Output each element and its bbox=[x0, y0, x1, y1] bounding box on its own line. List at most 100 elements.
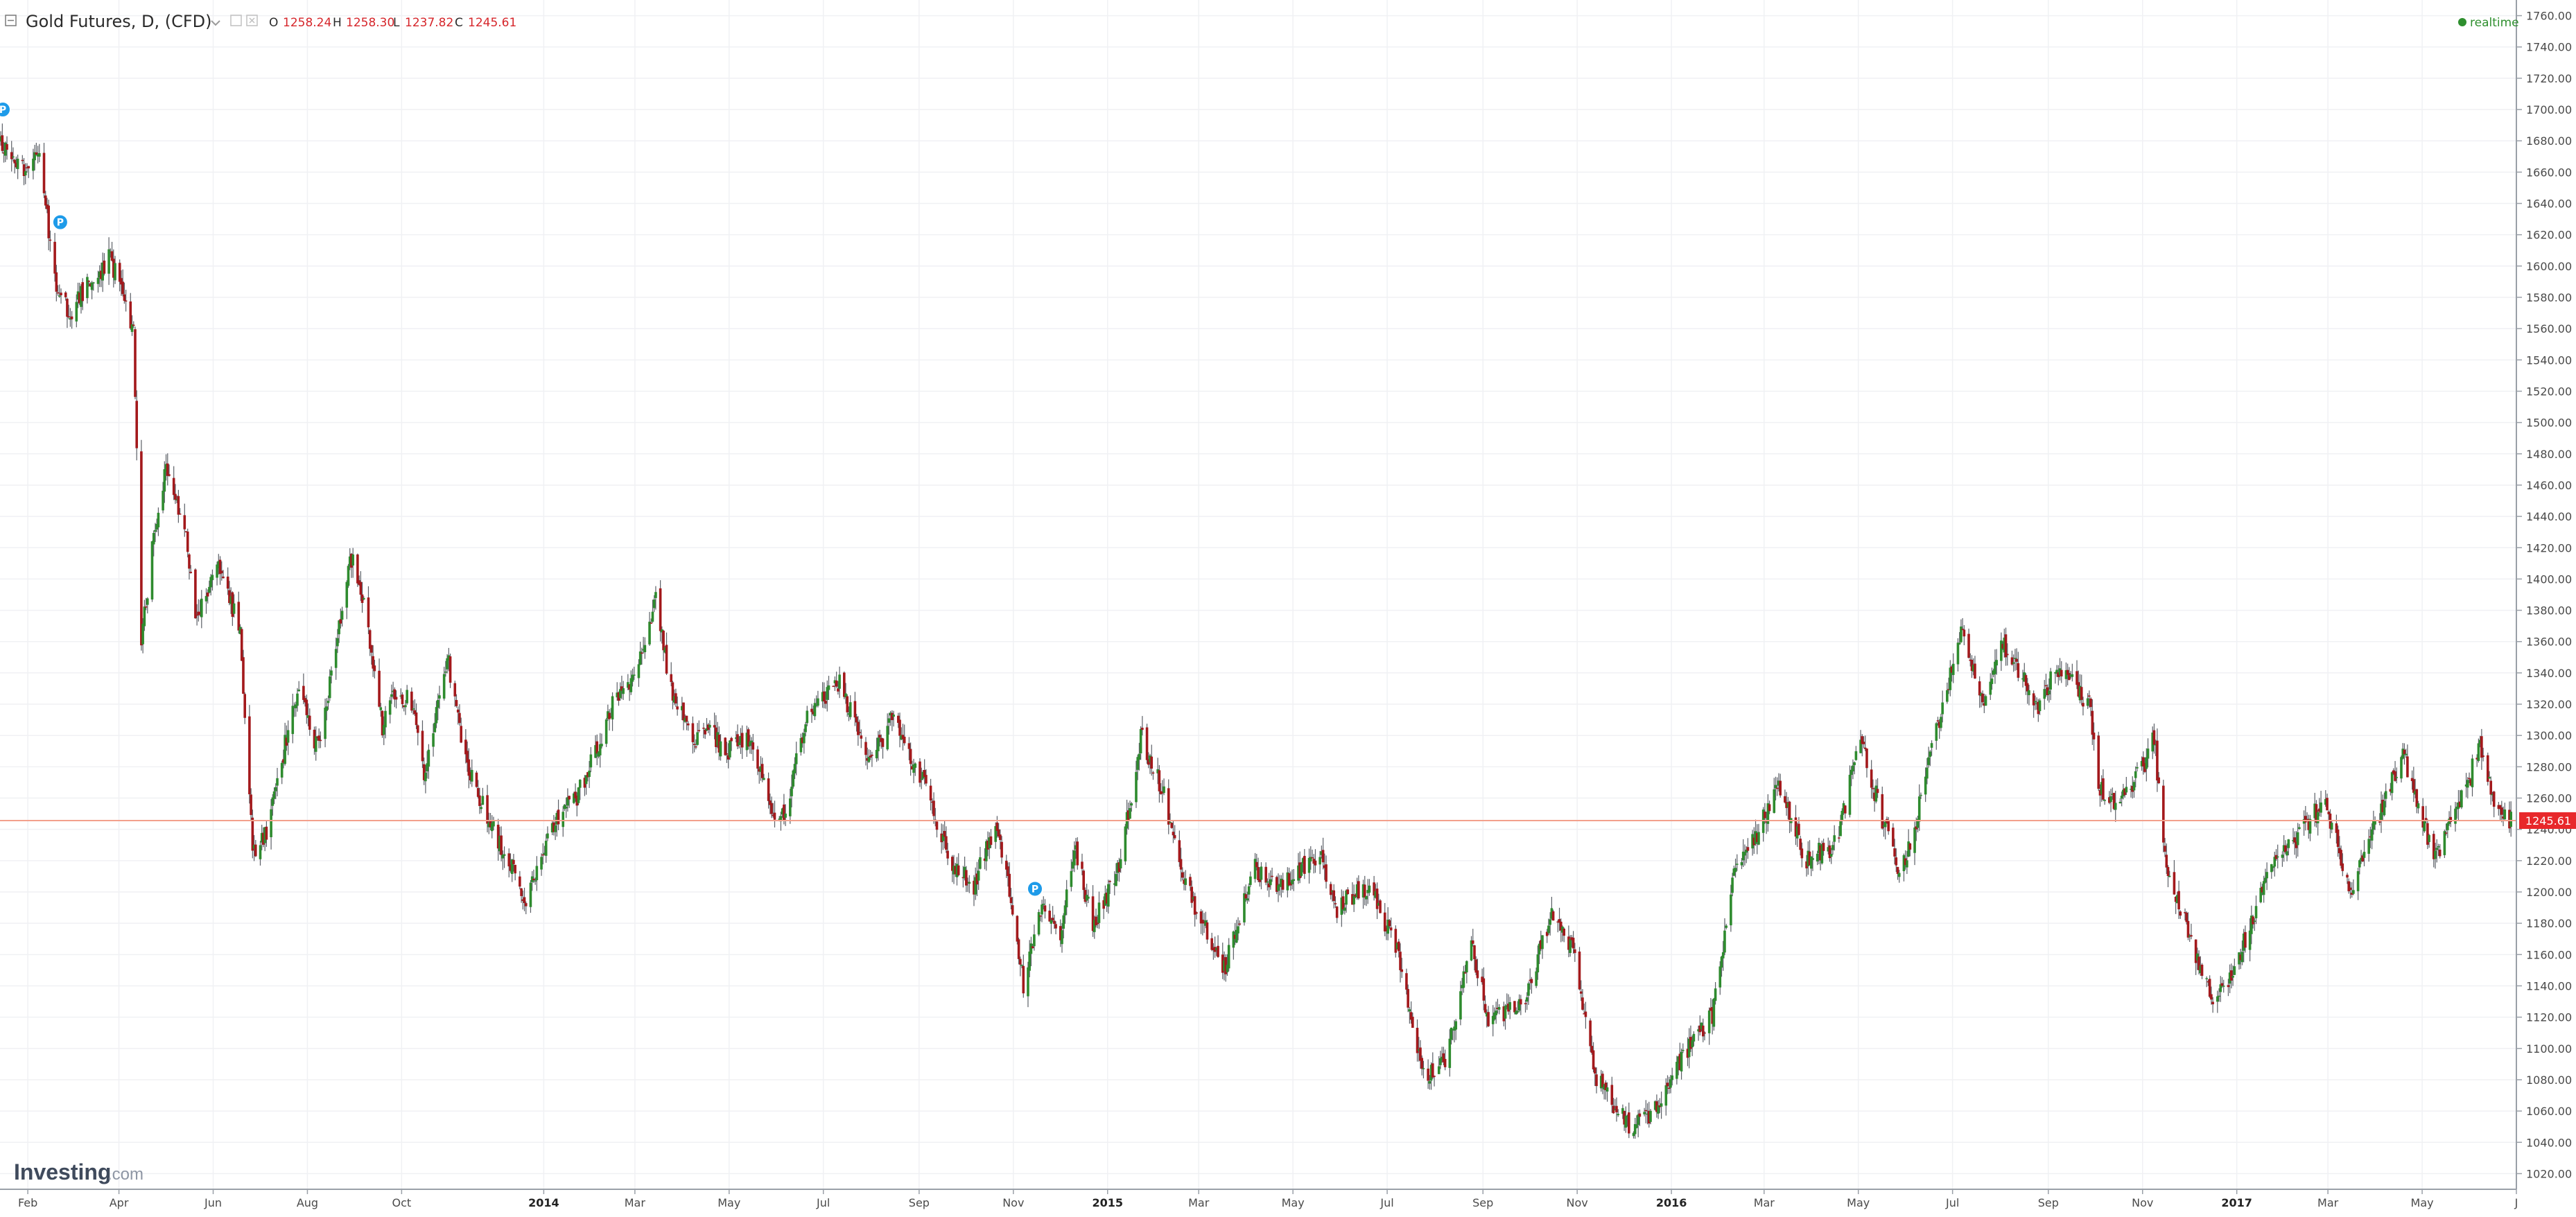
chart-title[interactable]: Gold Futures, D, (CFD) bbox=[26, 12, 212, 31]
candle-body-up bbox=[2313, 803, 2316, 818]
chevron-down-icon[interactable] bbox=[211, 20, 220, 26]
candle-body-down bbox=[931, 801, 934, 803]
event-marker[interactable] bbox=[0, 101, 11, 119]
candle-body-up bbox=[1951, 663, 1955, 675]
candle-body-down bbox=[1970, 660, 1974, 671]
candle-body-up bbox=[1984, 696, 1987, 706]
y-tick-label: 1560.00 bbox=[2526, 322, 2572, 335]
candle-body-up bbox=[280, 762, 284, 778]
candle-body-up bbox=[1626, 1115, 1629, 1117]
candle-body-up bbox=[1269, 879, 1272, 886]
candle-body-up bbox=[76, 291, 80, 300]
candle-body-down bbox=[1947, 689, 1950, 690]
price-axis[interactable]: 1020.00 1040.00 1060.00 1080.00 1100.00 1120.… bbox=[2516, 10, 2572, 1181]
candle-body-down bbox=[675, 693, 677, 704]
candle-body-up bbox=[1097, 902, 1101, 923]
candle-body-down bbox=[123, 294, 126, 301]
candle-body-down bbox=[2274, 855, 2278, 859]
candle-body-down bbox=[316, 737, 319, 738]
candle-body-up bbox=[1687, 1038, 1691, 1058]
x-tick-label: 2016 bbox=[1656, 1196, 1687, 1209]
candle-body-down bbox=[2157, 777, 2160, 784]
candle-body-down bbox=[1341, 896, 1345, 910]
candle-body-up bbox=[1660, 1103, 1663, 1107]
settings-icon[interactable] bbox=[230, 15, 242, 26]
candle-body-up bbox=[2054, 672, 2057, 674]
candle-body-down bbox=[860, 735, 863, 739]
candle-body-up bbox=[2248, 930, 2252, 950]
candle-body-up bbox=[503, 854, 506, 856]
candle-body-down bbox=[21, 159, 24, 161]
candle-body-down bbox=[2438, 849, 2442, 857]
event-marker[interactable] bbox=[1027, 880, 1044, 898]
candle-body-up bbox=[887, 718, 891, 723]
candle-body-down bbox=[2075, 671, 2078, 685]
event-markers[interactable]: P P P bbox=[0, 101, 1044, 898]
candle-body-up bbox=[348, 556, 351, 567]
candle-body-up bbox=[2292, 840, 2295, 841]
candle-body-up bbox=[1428, 1081, 1431, 1084]
candle-body-down bbox=[717, 735, 721, 753]
candle-body-up bbox=[271, 797, 275, 806]
candle-body-down bbox=[1584, 1011, 1587, 1017]
candle-body-up bbox=[1992, 670, 1995, 675]
candle-body-down bbox=[1379, 900, 1382, 913]
time-axis[interactable]: Feb Apr Jun Aug Oct 2014 Mar May Jul Sep Nov 2015 Ma… bbox=[18, 1189, 2518, 1209]
candle-body-up bbox=[162, 491, 164, 511]
investing-logo[interactable]: Investing .com bbox=[14, 1159, 143, 1184]
candle-body-down bbox=[824, 701, 827, 704]
candle-body-down bbox=[2230, 970, 2233, 981]
candle-body-down bbox=[810, 708, 813, 712]
candle-body-down bbox=[13, 159, 16, 164]
candle-body-down bbox=[466, 751, 469, 763]
candle-body-up bbox=[232, 603, 236, 614]
candle-body-up bbox=[833, 680, 837, 683]
candle-body-up bbox=[436, 699, 440, 708]
candle-body-up bbox=[2390, 772, 2394, 794]
candle-body-up bbox=[1278, 884, 1281, 887]
candle-body-up bbox=[96, 277, 100, 284]
candle-body-down bbox=[226, 576, 229, 589]
candle-body-up bbox=[2125, 787, 2128, 793]
x-tick-label: Mar bbox=[2317, 1196, 2339, 1209]
candle-body-down bbox=[713, 725, 716, 728]
event-marker[interactable] bbox=[51, 213, 69, 231]
candle-body-down bbox=[1828, 845, 1831, 859]
candle-body-down bbox=[358, 580, 360, 585]
candle-body-down bbox=[402, 705, 406, 708]
candle-body-down bbox=[1217, 945, 1219, 957]
candle-body-down bbox=[691, 723, 695, 742]
candle-body-up bbox=[259, 845, 262, 859]
candle-body-down bbox=[1081, 861, 1084, 869]
candle-body-up bbox=[696, 732, 699, 745]
candle-body-down bbox=[2421, 806, 2424, 828]
candle-body-down bbox=[2369, 836, 2372, 838]
candle-body-up bbox=[2358, 860, 2361, 868]
candle-body-down bbox=[2350, 893, 2353, 895]
candle-body-down bbox=[2426, 823, 2429, 845]
candle-body-down bbox=[339, 619, 342, 624]
candle-body-down bbox=[1189, 877, 1192, 886]
minus-square-icon[interactable] bbox=[5, 15, 17, 26]
close-icon[interactable] bbox=[246, 15, 258, 26]
candle-body-down bbox=[961, 877, 965, 879]
candle-body-down bbox=[1389, 927, 1393, 931]
candle-body-up bbox=[1853, 762, 1856, 766]
candle-body-down bbox=[1388, 920, 1391, 927]
candle-body-down bbox=[702, 727, 705, 729]
candle-body-down bbox=[686, 723, 690, 726]
candle-body-up bbox=[0, 136, 2, 142]
candle-body-up bbox=[1550, 908, 1554, 919]
candle-body-down bbox=[262, 832, 265, 845]
candle-body-up bbox=[406, 690, 408, 703]
candle-body-up bbox=[1291, 879, 1294, 884]
candle-body-down bbox=[110, 251, 114, 261]
candle-body-down bbox=[2162, 785, 2165, 843]
candle-body-up bbox=[1741, 851, 1745, 861]
candle-body-up bbox=[2435, 848, 2439, 850]
candle-body-up bbox=[86, 277, 89, 299]
candle-body-up bbox=[1773, 789, 1776, 813]
candle-body-down bbox=[129, 301, 132, 329]
plot-area[interactable] bbox=[0, 0, 2516, 1189]
